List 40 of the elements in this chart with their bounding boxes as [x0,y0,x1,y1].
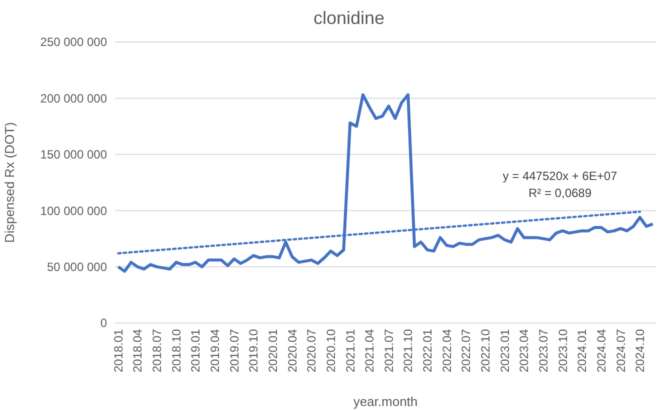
x-tick-label: 2023.04 [517,328,532,372]
x-tick-label: 2021.04 [362,328,377,372]
y-axis-title: Dispensed Rx (DOT) [2,122,17,243]
x-tick-label: 2020.01 [266,328,280,372]
x-axis-title: year.month [353,394,418,409]
x-tick-label: 2020.04 [285,328,300,372]
y-tick-label: 100 000 000 [40,204,108,218]
x-tick-label: 2019.07 [227,328,242,372]
x-tick-label: 2022.07 [459,328,474,372]
chart-title: clonidine [313,8,385,28]
y-tick-label: 250 000 000 [40,35,108,50]
x-tick-label: 2024.07 [614,328,628,372]
x-tick-label: 2018.10 [169,328,184,372]
x-tick-label: 2020.07 [304,328,319,372]
x-tick-label: 2018.01 [111,328,126,372]
x-tick-label: 2023.01 [498,328,512,372]
x-tick-label: 2018.04 [130,328,145,372]
annotation: R² = 0,0689 [528,186,592,200]
line-series [116,93,654,273]
x-tick-label: 2024.10 [633,328,648,372]
x-tick-label: 2019.01 [188,328,203,372]
x-tick-label: 2020.10 [324,328,338,372]
y-tick-label: 200 000 000 [40,91,108,106]
x-tick-label: 2018.07 [150,328,164,372]
x-tick-label: 2021.01 [343,328,358,372]
y-tick-label: 50 000 000 [46,260,108,274]
x-tick-label: 2024.04 [594,328,608,372]
y-tick-label: 0 [100,316,108,330]
x-tick-label: 2023.07 [536,328,550,372]
x-tick-label: 2023.10 [556,328,570,372]
x-tick-label: 2022.10 [478,328,493,372]
y-tick-label: 150 000 000 [40,148,108,162]
x-tick-label: 2021.10 [401,328,416,372]
x-tick-label: 2022.04 [440,328,454,372]
x-tick-label: 2019.10 [246,328,261,372]
x-tick-label: 2024.01 [575,328,590,372]
x-tick-label: 2019.04 [208,328,222,372]
x-tick-label: 2022.01 [420,328,435,372]
annotation: y = 447520x + 6E+07 [502,169,618,183]
x-tick-label: 2021.07 [382,328,396,372]
